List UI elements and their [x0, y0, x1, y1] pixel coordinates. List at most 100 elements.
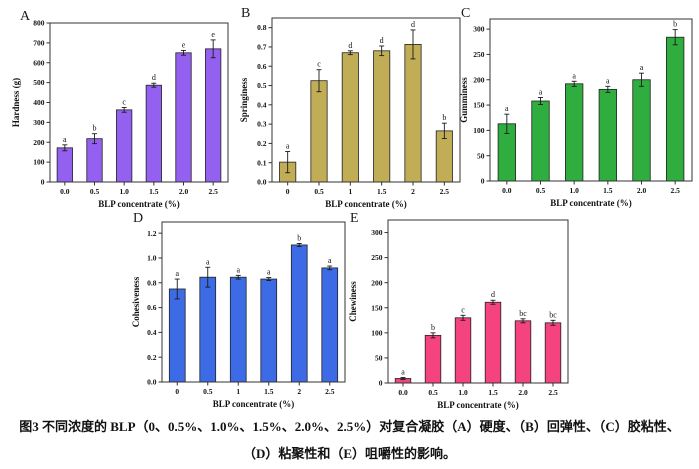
sig-letter: a [640, 63, 644, 72]
bar-chart-springiness: 0.0 0.1 0.2 0.3 0.4 0.5 0.6 0.7 0.8 a 0 c 0.5 d 1 d 1.5 d… [239, 17, 461, 209]
figure-caption: 图3 不同浓度的 BLP（0、0.5%、1.0%、1.5%、2.0%、2.5%）… [0, 413, 699, 467]
caption-line-1: 图3 不同浓度的 BLP（0、0.5%、1.0%、1.5%、2.0%、2.5%）… [19, 419, 680, 434]
x-tick-label: 2.5 [548, 388, 558, 397]
x-tick-label: 1 [236, 387, 240, 396]
x-axis-title: BLP concentrate (%) [550, 198, 631, 208]
bar [484, 301, 502, 384]
y-tick-label: 700 [33, 38, 45, 47]
sig-letter: a [505, 104, 509, 113]
y-tick-label: 250 [371, 253, 383, 262]
y-tick-label: 100 [33, 158, 45, 167]
y-tick-label: 0.4 [147, 328, 157, 337]
y-tick-label: 250 [473, 50, 485, 59]
y-tick-label: 0.8 [257, 23, 267, 32]
panel-label-e: E [350, 211, 359, 226]
x-tick-label: 0.0 [60, 187, 70, 196]
bar [424, 334, 442, 384]
sig-letter: b [297, 233, 301, 242]
sig-letter: a [175, 269, 179, 278]
x-tick-label: 0 [175, 387, 179, 396]
bar [454, 317, 472, 384]
x-axis-title: BLP concentrate (%) [325, 199, 406, 209]
y-tick-label: 50 [477, 151, 485, 160]
sig-letter: a [539, 87, 543, 96]
y-tick-label: 100 [473, 126, 485, 135]
bar [290, 244, 308, 383]
bar [404, 44, 422, 183]
sig-letter: a [572, 71, 576, 80]
sig-letter: d [491, 290, 495, 299]
y-tick-label: 300 [473, 25, 485, 34]
y-tick-label: 0.6 [257, 62, 267, 71]
x-tick-label: 1.5 [603, 186, 613, 195]
x-tick-label: 1.0 [458, 388, 468, 397]
y-axis-title: Cohesiveness [131, 276, 141, 327]
panel-b: B 0.0 0.1 0.2 0.3 0.4 0.5 0.6 0.7 0.8 a 0 c 0.5 d 1 d 1.… [236, 5, 464, 210]
x-tick-label: 0.0 [502, 186, 512, 195]
y-tick-label: 200 [33, 138, 45, 147]
x-tick-label: 2.5 [208, 187, 218, 196]
sig-letter: b [93, 124, 97, 133]
panel-c: C 0 50 100 150 200 250 300 a 0.0 a 0.5 a 1.0 a 1.5 a 2.0… [456, 5, 694, 210]
bar-chart-cohesiveness: 0.0 0.2 0.4 0.6 0.8 1.0 1.2 a 0 a 0.5 a 1 a 1.5 b 2 a 2.5 B… [131, 221, 346, 409]
plot-border [271, 17, 461, 183]
x-tick-label: 2.0 [518, 388, 528, 397]
y-axis-title: Springiness [239, 77, 249, 122]
bar [598, 88, 617, 182]
x-tick-label: 2.5 [325, 387, 335, 396]
y-tick-label: 150 [371, 303, 383, 312]
sig-letter: a [328, 256, 332, 265]
plot-border [161, 221, 346, 383]
y-axis-title: Chewiness [348, 281, 358, 322]
panel-label-c: C [461, 6, 471, 21]
x-axis-title: BLP concentrate (%) [98, 199, 179, 209]
y-tick-label: 0.0 [147, 378, 157, 387]
x-tick-label: 2.0 [637, 186, 647, 195]
plot-border [49, 22, 229, 183]
sig-letter: b [442, 113, 446, 122]
bar [56, 147, 73, 183]
sig-letter: c [317, 60, 321, 69]
panel-d: D 0.0 0.2 0.4 0.6 0.8 1.0 1.2 a 0 a 0.5 a 1 a 1.5 b 2 a 2.… [128, 210, 352, 412]
x-tick-label: 0 [286, 187, 290, 196]
sig-letter: e [211, 30, 215, 39]
panel-label-a: A [20, 9, 31, 24]
x-axis-title: BLP concentrate (%) [213, 399, 294, 409]
y-tick-label: 0.6 [147, 303, 157, 312]
sig-letter: d [348, 41, 352, 50]
x-tick-label: 1.5 [264, 387, 274, 396]
x-tick-label: 1.5 [149, 187, 159, 196]
x-tick-label: 2 [411, 187, 415, 196]
x-tick-label: 1.0 [569, 186, 579, 195]
sig-letter: d [152, 73, 156, 82]
sig-letter: c [461, 305, 465, 314]
x-tick-label: 0.0 [398, 388, 408, 397]
y-tick-label: 50 [375, 354, 383, 363]
x-tick-label: 1 [348, 187, 352, 196]
y-tick-label: 300 [33, 118, 45, 127]
sig-letter: d [411, 20, 415, 29]
x-tick-label: 2.5 [670, 186, 680, 195]
panel-label-d: D [133, 211, 144, 226]
y-axis-title: Hardness (g) [11, 78, 21, 127]
bar-chart-chewiness: 0 50 100 150 200 250 300 a 0.0 b 0.5 c 1.0 d 1.5 bc 2.0 b… [348, 219, 569, 410]
plot-border [489, 18, 693, 182]
bar [514, 320, 532, 384]
y-tick-label: 200 [371, 278, 383, 287]
sig-letter: a [267, 268, 271, 277]
y-tick-label: 0.2 [257, 139, 267, 148]
panel-label-b: B [241, 6, 251, 21]
sig-letter: bc [549, 310, 557, 319]
bar [86, 138, 103, 183]
y-tick-label: 0.0 [257, 178, 267, 187]
bar [565, 83, 584, 182]
y-tick-label: 0 [481, 177, 485, 186]
sig-letter: e [182, 40, 186, 49]
bar-chart-gumminess: 0 50 100 150 200 250 300 a 0.0 a 0.5 a 1.0 a 1.5 a 2.0 b 2… [459, 18, 693, 208]
y-tick-label: 0.3 [257, 120, 267, 129]
y-tick-label: 0 [379, 379, 383, 388]
y-tick-label: 0.7 [257, 43, 267, 52]
y-tick-label: 0.4 [257, 100, 267, 109]
plot-border [387, 219, 569, 384]
